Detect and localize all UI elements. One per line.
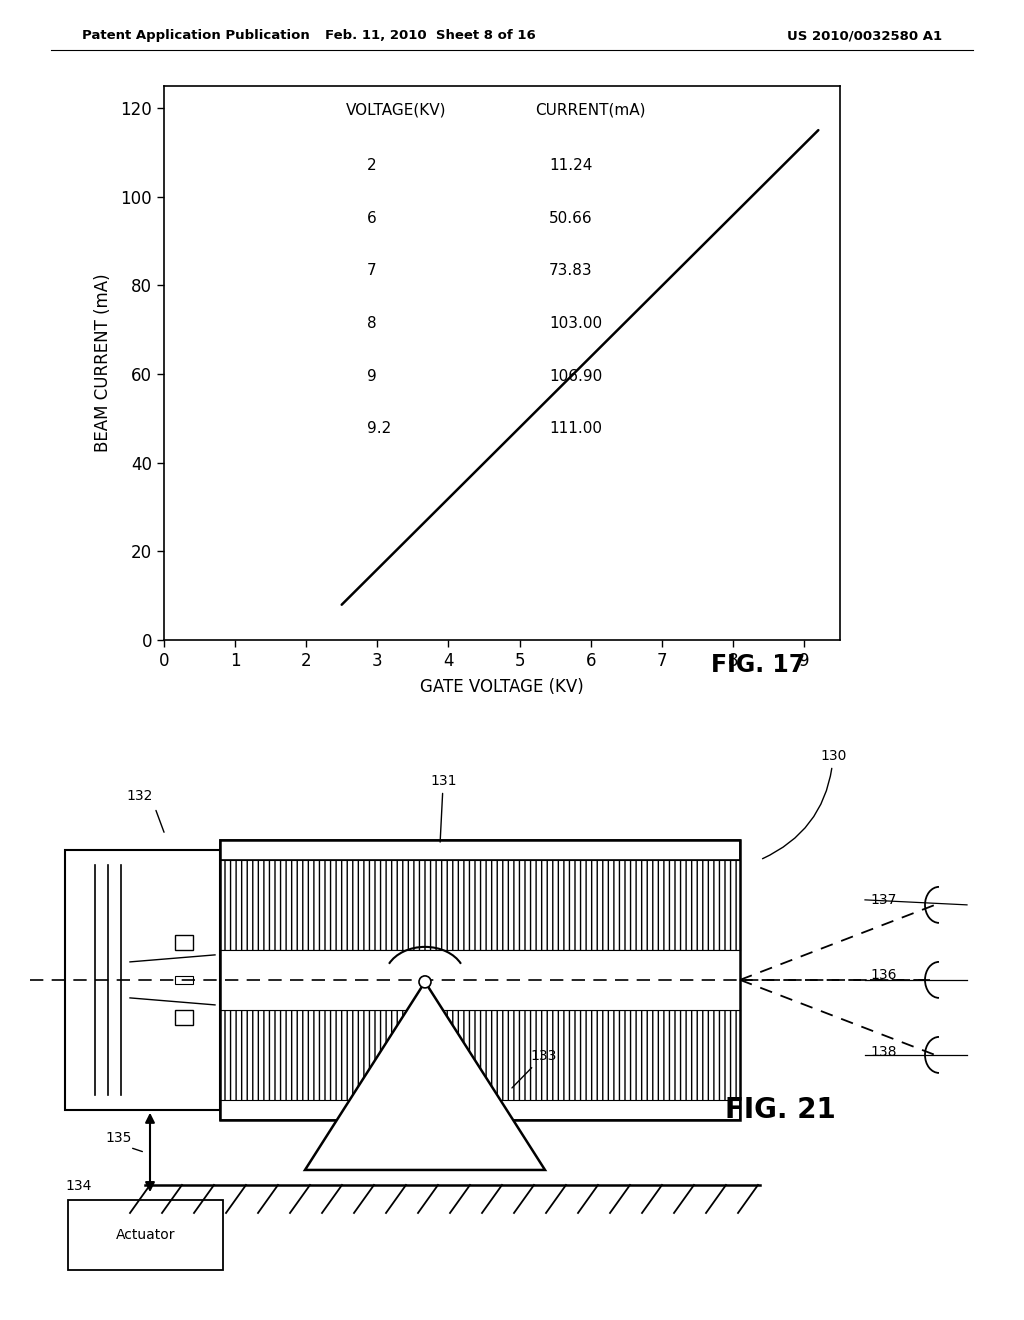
Text: 134: 134 xyxy=(65,1179,91,1193)
Bar xyxy=(175,1010,193,1024)
Text: 73.83: 73.83 xyxy=(549,263,593,279)
Text: 106.90: 106.90 xyxy=(549,368,602,384)
Text: 6: 6 xyxy=(367,210,377,226)
Text: 138: 138 xyxy=(870,1045,896,1059)
Text: 8: 8 xyxy=(367,315,376,331)
Text: 9: 9 xyxy=(367,368,377,384)
Text: FIG. 17: FIG. 17 xyxy=(711,653,805,677)
Bar xyxy=(220,950,740,1010)
Text: 103.00: 103.00 xyxy=(549,315,602,331)
Text: FIG. 21: FIG. 21 xyxy=(725,1096,836,1123)
Text: 135: 135 xyxy=(105,1131,131,1146)
Text: 50.66: 50.66 xyxy=(549,210,593,226)
Polygon shape xyxy=(305,982,545,1170)
Text: 133: 133 xyxy=(512,1049,556,1088)
Text: 137: 137 xyxy=(870,892,896,907)
Text: 130: 130 xyxy=(763,748,847,859)
Text: 111.00: 111.00 xyxy=(549,421,602,436)
Text: CURRENT(mA): CURRENT(mA) xyxy=(536,103,646,117)
Text: 11.24: 11.24 xyxy=(549,158,593,173)
Bar xyxy=(220,859,740,950)
Text: US 2010/0032580 A1: US 2010/0032580 A1 xyxy=(787,29,942,42)
Text: 131: 131 xyxy=(430,774,457,842)
Bar xyxy=(175,975,193,983)
Text: Patent Application Publication: Patent Application Publication xyxy=(82,29,309,42)
Bar xyxy=(220,840,740,859)
X-axis label: GATE VOLTAGE (KV): GATE VOLTAGE (KV) xyxy=(420,678,584,697)
Bar xyxy=(65,850,220,1110)
Text: 2: 2 xyxy=(367,158,376,173)
Circle shape xyxy=(419,975,431,987)
Text: Actuator: Actuator xyxy=(116,1228,175,1242)
Text: VOLTAGE(KV): VOLTAGE(KV) xyxy=(346,103,446,117)
Y-axis label: BEAM CURRENT (mA): BEAM CURRENT (mA) xyxy=(94,273,112,453)
Bar xyxy=(220,1010,740,1100)
Bar xyxy=(220,1100,740,1119)
Text: Feb. 11, 2010  Sheet 8 of 16: Feb. 11, 2010 Sheet 8 of 16 xyxy=(325,29,536,42)
Text: 132: 132 xyxy=(127,789,154,803)
Bar xyxy=(175,935,193,950)
Bar xyxy=(68,1200,223,1270)
Text: 9.2: 9.2 xyxy=(367,421,391,436)
Bar xyxy=(220,840,740,1119)
Text: 7: 7 xyxy=(367,263,376,279)
Text: 136: 136 xyxy=(870,968,896,982)
